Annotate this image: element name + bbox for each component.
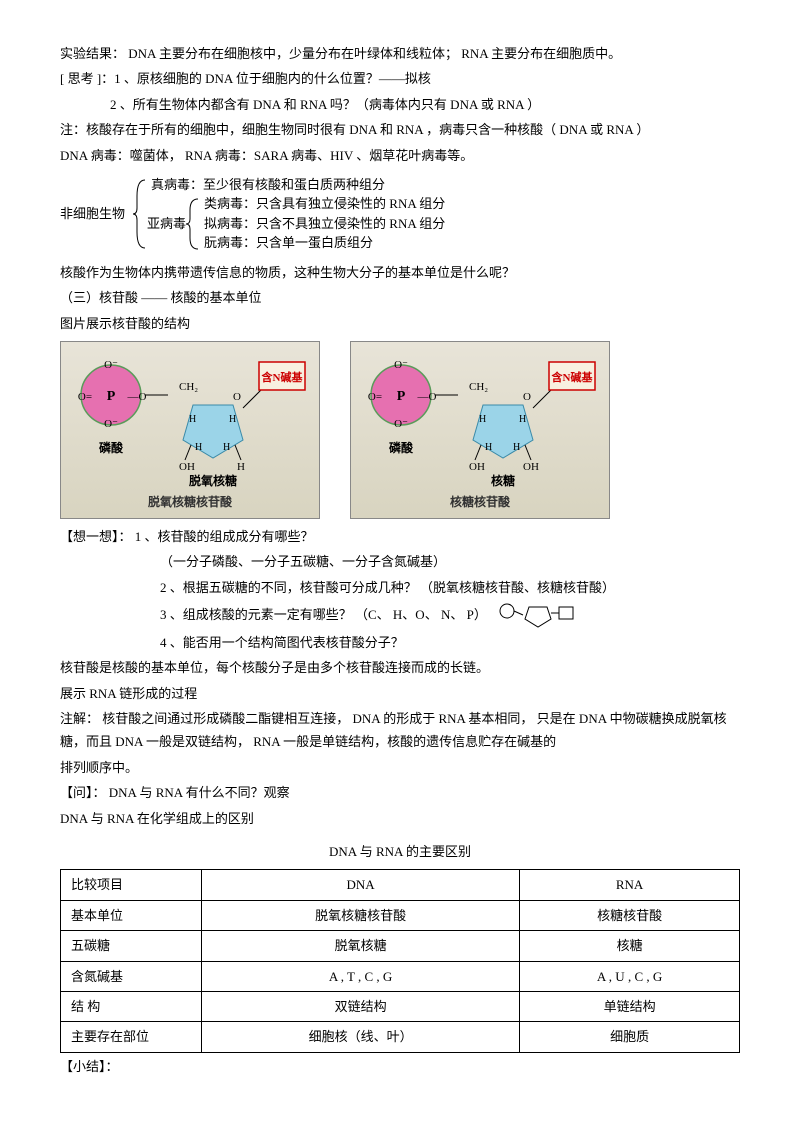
paragraph: 【问】： DNA 与 RNA 有什么不同？观察 — [60, 781, 740, 804]
table-title: DNA 与 RNA 的主要区别 — [60, 840, 740, 863]
svg-text:O⁻: O⁻ — [394, 418, 408, 430]
svg-text:OH: OH — [523, 461, 539, 473]
paragraph: 实验结果： DNA 主要分布在细胞核中，少量分布在叶绿体和线粒体； RNA 主要… — [60, 42, 740, 65]
brace-icon — [186, 197, 200, 251]
paragraph: [ 思考 ]：1 、原核细胞的 DNA 位于细胞内的什么位置？——拟核 — [60, 67, 740, 90]
nucleotide-diagrams: P O⁻ O= —O O⁻ 磷酸 CH₂ O H H H H OH H 脱氧核糖… — [60, 341, 740, 519]
table-cell: A , T , C , G — [202, 961, 520, 991]
table-cell: 脱氧核糖核苷酸 — [202, 900, 520, 930]
svg-text:O=: O= — [78, 391, 92, 403]
table-cell: 脱氧核糖 — [202, 931, 520, 961]
dna-rna-comparison-table: 比较项目DNARNA 基本单位脱氧核糖核苷酸核糖核苷酸五碳糖脱氧核糖核糖含氮碱基… — [60, 869, 740, 1052]
table-cell: 细胞质 — [520, 1022, 740, 1052]
svg-text:CH₂: CH₂ — [469, 381, 488, 393]
svg-text:OH: OH — [469, 461, 485, 473]
table-header: DNA — [202, 870, 520, 900]
svg-text:H: H — [519, 414, 526, 425]
svg-text:含N碱基: 含N碱基 — [261, 370, 304, 384]
table-cell: 结 构 — [61, 991, 202, 1021]
svg-text:CH₂: CH₂ — [179, 381, 198, 393]
table-cell: 含氮碱基 — [61, 961, 202, 991]
molecule-svg: P O⁻ O= —O O⁻ 磷酸 CH₂ O H H H H OH H 脱氧核糖… — [73, 350, 309, 490]
svg-text:H: H — [479, 414, 486, 425]
table-cell: 细胞核（线、叶） — [202, 1022, 520, 1052]
section-heading: （三）核苷酸 —— 核酸的基本单位 — [60, 286, 740, 309]
table-cell: 主要存在部位 — [61, 1022, 202, 1052]
diagram-caption: 核糖核苷酸 — [363, 492, 597, 514]
svg-text:P: P — [397, 389, 406, 404]
svg-text:H: H — [513, 442, 520, 453]
table-row: 基本单位脱氧核糖核苷酸核糖核苷酸 — [61, 900, 740, 930]
table-cell: 核糖核苷酸 — [520, 900, 740, 930]
table-cell: 双链结构 — [202, 991, 520, 1021]
summary-label: 【小结】： — [60, 1055, 740, 1078]
svg-text:H: H — [195, 442, 202, 453]
svg-text:H: H — [229, 414, 236, 425]
svg-text:核糖: 核糖 — [491, 473, 515, 488]
brace-icon — [133, 178, 147, 250]
sub-bracket-label: 亚病毒 — [147, 212, 186, 235]
svg-text:H: H — [237, 461, 245, 473]
paragraph: 注解： 核苷酸之间通过形成磷酸二酯键相互连接， DNA 的形成于 RNA 基本相… — [60, 707, 740, 754]
classification-bracket: 非细胞生物 真病毒：至少很有核酸和蛋白质两种组分 亚病毒 类病毒：只含具有独立侵… — [60, 175, 740, 253]
svg-text:H: H — [485, 442, 492, 453]
table-row: 主要存在部位细胞核（线、叶）细胞质 — [61, 1022, 740, 1052]
svg-text:O: O — [233, 391, 241, 403]
table-cell: A , U , C , G — [520, 961, 740, 991]
svg-text:O: O — [523, 391, 531, 403]
svg-text:P: P — [107, 389, 116, 404]
paragraph: DNA 病毒：噬菌体， RNA 病毒：SARA 病毒、HIV 、烟草花叶病毒等。 — [60, 144, 740, 167]
paragraph: DNA 与 RNA 在化学组成上的区别 — [60, 807, 740, 830]
svg-text:H: H — [189, 414, 196, 425]
svg-text:O⁻: O⁻ — [104, 418, 118, 430]
svg-text:磷酸: 磷酸 — [389, 440, 414, 455]
paragraph: 图片展示核苷酸的结构 — [60, 312, 740, 335]
paragraph: 2 、所有生物体内都含有 DNA 和 RNA 吗？（病毒体内只有 DNA 或 R… — [60, 93, 740, 116]
diagram-caption: 脱氧核糖核苷酸 — [73, 492, 307, 514]
question-label: 【想一想】： 1 、核苷酸的组成成分有哪些？ — [60, 525, 740, 548]
table-header: RNA — [520, 870, 740, 900]
paragraph: 核酸作为生物体内携带遗传信息的物质，这种生物大分子的基本单位是什么呢？ — [60, 261, 740, 284]
svg-text:—O: —O — [127, 391, 147, 403]
svg-text:H: H — [223, 442, 230, 453]
bracket-item: 真病毒：至少很有核酸和蛋白质两种组分 — [147, 175, 445, 195]
svg-text:含N碱基: 含N碱基 — [551, 370, 594, 384]
table-row: 结 构双链结构单链结构 — [61, 991, 740, 1021]
question: 4 、能否用一个结构简图代表核苷酸分子？ — [60, 631, 740, 654]
table-cell: 基本单位 — [61, 900, 202, 930]
table-cell: 核糖 — [520, 931, 740, 961]
svg-text:脱氧核糖: 脱氧核糖 — [189, 473, 237, 488]
paragraph: 排列顺序中。 — [60, 756, 740, 779]
paragraph: 核苷酸是核酸的基本单位，每个核酸分子是由多个核苷酸连接而成的长链。 — [60, 656, 740, 679]
ribonucleotide-diagram: P O⁻ O= —O O⁻ 磷酸 CH₂ O H H H H OH OH 核糖 … — [350, 341, 610, 519]
bracket-label: 非细胞生物 — [60, 202, 133, 225]
svg-text:磷酸: 磷酸 — [99, 440, 124, 455]
table-row: 含氮碱基A , T , C , GA , U , C , G — [61, 961, 740, 991]
svg-text:OH: OH — [179, 461, 195, 473]
paragraph: 注：核酸存在于所有的细胞中，细胞生物同时很有 DNA 和 RNA ，病毒只含一种… — [60, 118, 740, 141]
nucleotide-schematic-icon — [497, 601, 577, 629]
table-row: 五碳糖脱氧核糖核糖 — [61, 931, 740, 961]
bracket-item: 拟病毒：只含不具独立侵染性的 RNA 组分 — [200, 214, 445, 234]
bracket-item: 朊病毒：只含单一蛋白质组分 — [200, 233, 445, 253]
question: 3 、组成核酸的元素一定有哪些？ （C、 H、O、 N、 P） — [160, 603, 487, 626]
question-row: 3 、组成核酸的元素一定有哪些？ （C、 H、O、 N、 P） — [60, 601, 740, 629]
molecule-svg: P O⁻ O= —O O⁻ 磷酸 CH₂ O H H H H OH OH 核糖 … — [363, 350, 599, 490]
table-cell: 五碳糖 — [61, 931, 202, 961]
bracket-item: 类病毒：只含具有独立侵染性的 RNA 组分 — [200, 194, 445, 214]
question: 2 、根据五碳糖的不同，核苷酸可分成几种？ （脱氧核糖核苷酸、核糖核苷酸） — [60, 576, 740, 599]
answer: （一分子磷酸、一分子五碳糖、一分子含氮碱基） — [60, 550, 740, 573]
table-cell: 单链结构 — [520, 991, 740, 1021]
svg-text:O⁻: O⁻ — [104, 359, 118, 371]
svg-text:O=: O= — [368, 391, 382, 403]
deoxyribonucleotide-diagram: P O⁻ O= —O O⁻ 磷酸 CH₂ O H H H H OH H 脱氧核糖… — [60, 341, 320, 519]
paragraph: 展示 RNA 链形成的过程 — [60, 682, 740, 705]
svg-text:O⁻: O⁻ — [394, 359, 408, 371]
table-header: 比较项目 — [61, 870, 202, 900]
svg-text:—O: —O — [417, 391, 437, 403]
